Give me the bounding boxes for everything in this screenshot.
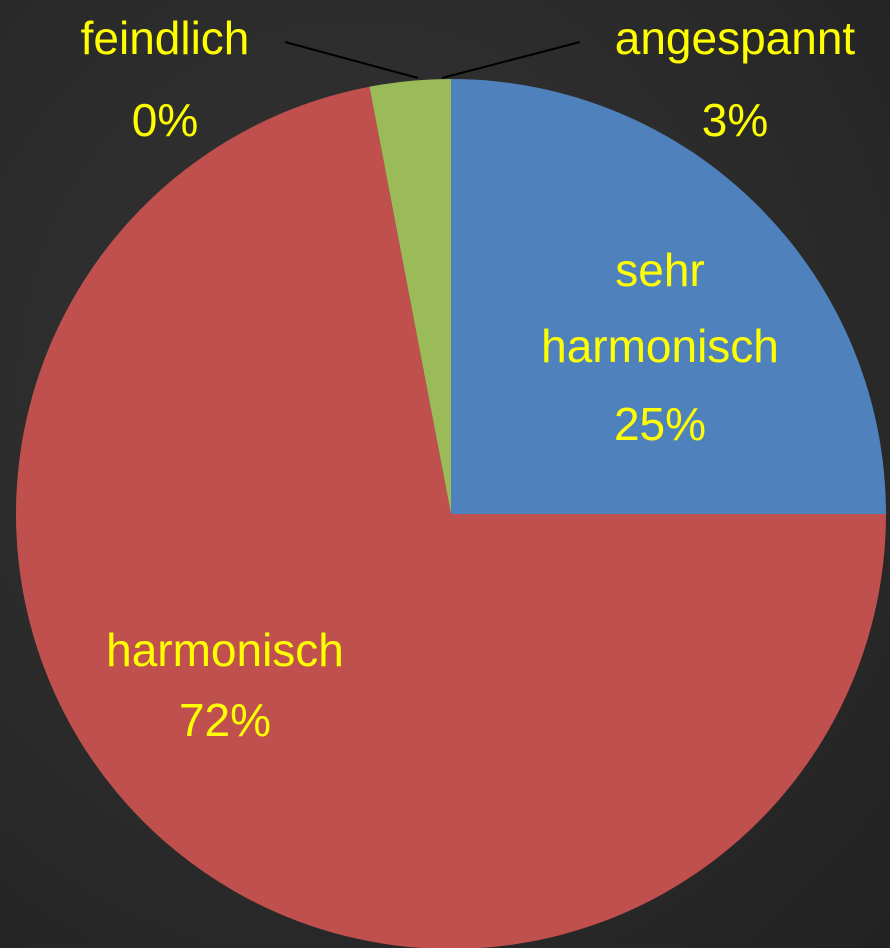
pie-slice	[16, 86, 886, 948]
leader-line	[441, 41, 581, 79]
slice-label: sehr harmonisch	[541, 244, 779, 372]
slice-label: feindlich	[80, 12, 250, 64]
pie-slice	[369, 79, 451, 514]
value-label: 25%	[613, 398, 707, 450]
slice-label: angespannt	[614, 12, 856, 64]
value-label: 72%	[178, 694, 272, 746]
slices	[16, 79, 886, 948]
value-label: 0%	[131, 94, 199, 146]
leader-line	[284, 41, 419, 79]
slice-label: harmonisch	[106, 624, 344, 676]
value-label: 3%	[701, 94, 769, 146]
pie-slice	[451, 79, 886, 514]
